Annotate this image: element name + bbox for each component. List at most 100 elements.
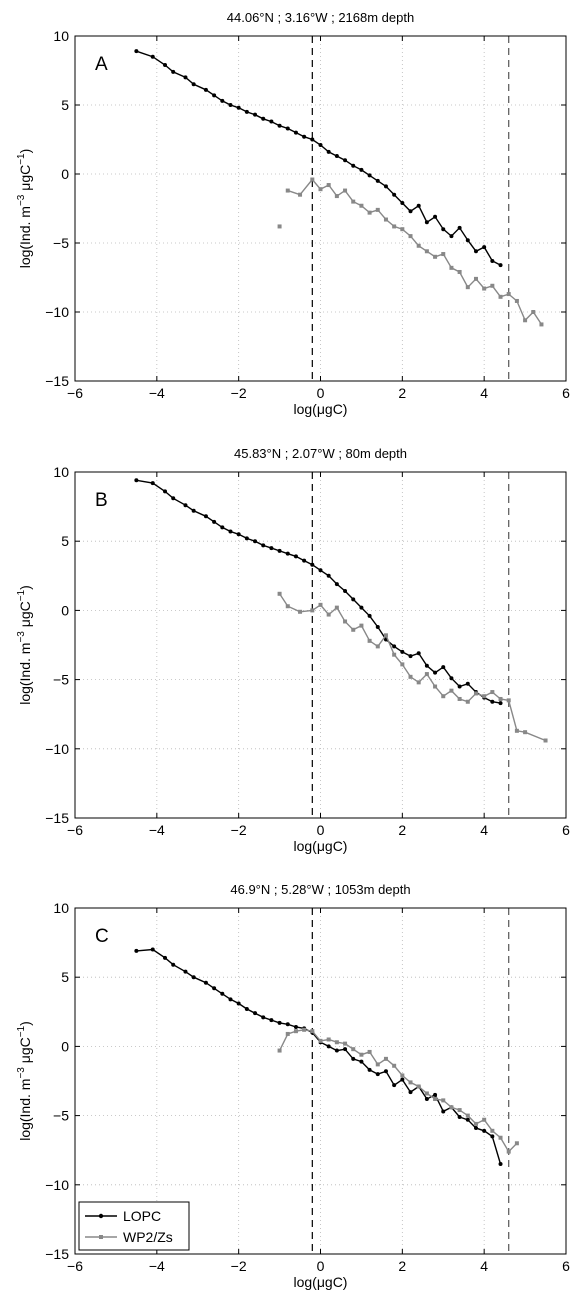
data-point-lopc [134,948,139,953]
data-point-lopc [490,1134,495,1139]
y-axis-label-part: μgC [17,601,33,631]
data-point-lopc [212,519,217,524]
panel-label: B [95,490,108,511]
y-tick-label: −15 [45,373,69,389]
data-point-lopc [212,93,217,98]
y-axis-label-part: ) [17,1021,33,1026]
data-point-wp2-zs [310,1029,315,1034]
x-tick-label: −6 [67,822,83,838]
data-point-wp2-zs [424,672,429,677]
data-point-lopc [416,203,421,208]
y-axis-label-part: ) [17,585,33,590]
data-point-lopc [400,1077,405,1082]
y-axis-label-part: log(Ind. m [17,206,33,268]
data-point-lopc [359,1059,364,1064]
data-point-wp2-zs [277,224,282,229]
data-point-wp2-zs [465,1113,470,1118]
x-tick-label: −2 [231,385,247,401]
x-axis-label: log(μgC) [294,1274,348,1290]
data-point-wp2-zs [523,318,528,323]
data-point-lopc [424,1096,429,1101]
data-point-wp2-zs [375,1062,380,1067]
data-point-lopc [351,597,356,602]
data-point-wp2-zs [310,608,315,613]
data-point-lopc [383,1069,388,1074]
data-point-lopc [351,163,356,168]
chart-title: 45.83°N ; 2.07°W ; 80m depth [234,446,407,461]
data-point-lopc [285,1022,290,1027]
data-point-lopc [326,1044,331,1049]
data-point-wp2-zs [359,203,364,208]
data-point-lopc [261,543,266,548]
data-point-lopc [400,649,405,654]
data-point-lopc [191,82,196,87]
data-point-wp2-zs [400,227,405,232]
data-point-lopc [433,670,438,675]
data-point-lopc [498,1162,503,1167]
series-line-lopc [136,50,501,266]
data-point-lopc [203,980,208,985]
data-point-wp2-zs [298,609,303,614]
data-point-lopc [220,525,225,530]
data-point-lopc [261,1015,266,1020]
data-point-lopc [134,478,139,483]
y-axis-label-superscript: −3 [16,1067,27,1079]
data-point-lopc [236,532,241,537]
data-point-wp2-zs [302,1027,307,1032]
data-point-wp2-zs [359,623,364,628]
data-point-lopc [253,539,258,544]
data-point-wp2-zs [498,294,503,299]
data-point-lopc [318,143,323,148]
series-line-wp2-zs [279,593,546,742]
data-point-lopc [163,489,168,494]
data-point-lopc [498,263,503,268]
y-axis-label-superscript: −1 [16,1025,27,1037]
chart-panel-c: 46.9°N ; 5.28°W ; 1053m depth −6 −4 −2 0 2 4 6 −… [16,882,570,1290]
data-point-wp2-zs [334,605,339,610]
data-point-lopc [269,546,274,551]
data-point-lopc [375,1072,380,1077]
x-axis-label: log(μgC) [294,401,348,417]
data-point-lopc [244,109,249,114]
data-point-lopc [191,508,196,513]
data-point-lopc [253,112,258,117]
data-point-lopc [134,49,139,54]
data-point-lopc [367,173,372,178]
x-tick-label: 4 [480,822,488,838]
data-point-lopc [310,137,315,142]
data-point-lopc [449,234,454,239]
data-point-lopc [359,167,364,172]
data-point-lopc [343,589,348,594]
data-point-lopc [277,548,282,553]
x-axis-label: log(μgC) [294,838,348,854]
data-point-lopc [318,568,323,573]
data-point-lopc [416,651,421,656]
data-point-lopc [293,130,298,135]
data-point-wp2-zs [359,1052,364,1057]
data-point-lopc [449,676,454,681]
y-tick-label: 0 [61,602,69,618]
data-point-wp2-zs [490,1128,495,1133]
chart-panel-a: 44.06°N ; 3.16°W ; 2168m depth −6 −4 −2 0 2 4 6… [16,10,570,417]
data-point-lopc [482,245,487,250]
y-axis-label-superscript: −3 [16,631,27,643]
chart-title: 44.06°N ; 3.16°W ; 2168m depth [227,10,414,25]
data-point-lopc [269,119,274,124]
data-point-wp2-zs [433,684,438,689]
data-point-lopc [220,991,225,996]
y-axis-label-part: μgC [17,1037,33,1067]
data-point-lopc [183,503,188,508]
series-line-lopc [136,948,502,1165]
data-point-lopc [293,554,298,559]
data-point-wp2-zs [400,662,405,667]
x-tick-label: 2 [398,1258,406,1274]
data-point-wp2-zs [318,1038,323,1043]
legend: LOPC WP2/Zs [78,1201,190,1251]
y-tick-label: −5 [53,1108,69,1124]
y-axis-label-superscript: −1 [16,153,27,165]
data-point-lopc [367,1067,372,1072]
data-point-wp2-zs [343,619,348,624]
data-point-lopc [433,1092,438,1097]
data-point-wp2-zs [457,1108,462,1113]
data-point-wp2-zs [351,199,356,204]
